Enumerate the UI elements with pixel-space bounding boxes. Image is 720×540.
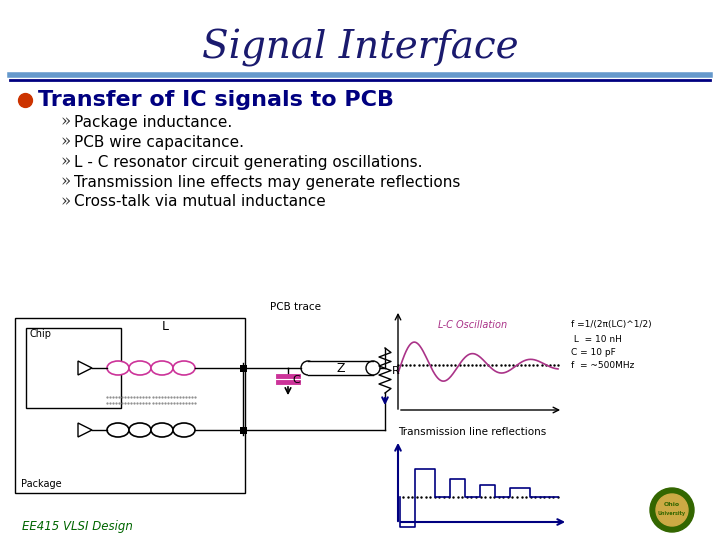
Text: C: C	[292, 375, 300, 385]
Text: EE415 VLSI Design: EE415 VLSI Design	[22, 520, 133, 533]
Text: Transmission line effects may generate reflections: Transmission line effects may generate r…	[74, 174, 460, 190]
Ellipse shape	[173, 423, 195, 437]
Text: PCB wire capacitance.: PCB wire capacitance.	[74, 134, 244, 150]
Text: »: »	[60, 113, 71, 131]
Ellipse shape	[151, 361, 173, 375]
Bar	[15, 318, 245, 493]
Text: Z: Z	[336, 361, 345, 375]
Text: »: »	[60, 193, 71, 211]
Text: »: »	[60, 133, 71, 151]
Text: Transfer of IC signals to PCB: Transfer of IC signals to PCB	[38, 90, 394, 110]
Bar	[308, 361, 373, 375]
Circle shape	[656, 494, 688, 526]
Bar	[26, 328, 121, 408]
Ellipse shape	[301, 361, 315, 375]
Ellipse shape	[173, 361, 195, 375]
Text: R: R	[392, 366, 400, 375]
Ellipse shape	[107, 361, 129, 375]
Text: f  = ~500MHz: f = ~500MHz	[571, 361, 634, 370]
Text: Ohio: Ohio	[664, 503, 680, 508]
Text: C = 10 pF: C = 10 pF	[571, 348, 616, 357]
Text: Package inductance.: Package inductance.	[74, 114, 233, 130]
Circle shape	[650, 488, 694, 532]
Text: Signal Interface: Signal Interface	[202, 29, 518, 67]
Text: Transmission line reflections: Transmission line reflections	[398, 427, 546, 437]
Text: Package: Package	[21, 479, 62, 489]
Text: Chip: Chip	[30, 329, 52, 339]
Ellipse shape	[129, 361, 151, 375]
Text: L - C resonator circuit generating oscillations.: L - C resonator circuit generating oscil…	[74, 154, 423, 170]
Text: PCB trace: PCB trace	[270, 302, 321, 312]
Text: »: »	[60, 173, 71, 191]
Text: Cross-talk via mutual inductance: Cross-talk via mutual inductance	[74, 194, 325, 210]
Text: L: L	[161, 320, 168, 333]
Text: f =1/(2π(LC)^1/2): f =1/(2π(LC)^1/2)	[571, 320, 652, 329]
Ellipse shape	[129, 423, 151, 437]
Ellipse shape	[366, 361, 380, 375]
Ellipse shape	[107, 423, 129, 437]
Text: L  = 10 nH: L = 10 nH	[571, 335, 622, 344]
Text: University: University	[658, 511, 686, 516]
Bar	[240, 427, 246, 434]
Bar	[240, 364, 246, 372]
Text: »: »	[60, 153, 71, 171]
Text: L-C Oscillation: L-C Oscillation	[438, 320, 507, 330]
Ellipse shape	[151, 423, 173, 437]
